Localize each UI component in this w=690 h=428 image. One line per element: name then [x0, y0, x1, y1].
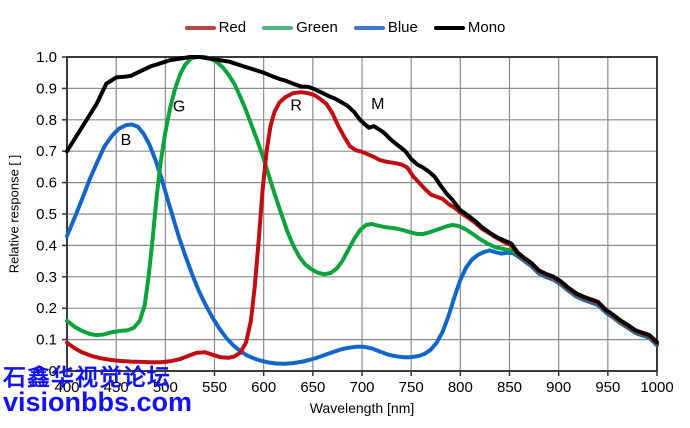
y-tick-label: 0.3 — [36, 269, 57, 286]
green-line-swatch-icon — [262, 25, 294, 30]
x-axis-title: Wavelength [nm] — [309, 400, 415, 416]
legend-item-mono: Mono — [433, 19, 506, 36]
y-tick-label: 0.6 — [36, 175, 57, 192]
curve-letter-m: M — [371, 96, 384, 113]
watermark: 石鑫华视觉论坛 visionbbs.com — [3, 364, 193, 418]
y-tick-label: 0.5 — [36, 206, 57, 223]
y-tick-label: 0.2 — [36, 300, 57, 317]
legend-item-red: Red — [184, 19, 247, 36]
legend-label-green: Green — [296, 19, 338, 36]
x-tick-label: 550 — [202, 379, 227, 396]
y-tick-label: 0.9 — [36, 80, 57, 97]
x-tick-label: 650 — [300, 379, 325, 396]
curve-letter-r: R — [290, 98, 302, 115]
y-axis-title: Relative response [ ] — [6, 154, 22, 274]
x-tick-label: 450 — [104, 379, 129, 396]
watermark-text-cn: 石鑫华视觉论坛 — [3, 364, 171, 390]
y-tick-label: 1.0 — [36, 49, 57, 66]
x-tick-label: 750 — [399, 379, 424, 396]
plot-border — [66, 56, 658, 372]
curve-letter-g: G — [173, 99, 185, 116]
x-tick-label: 850 — [497, 379, 522, 396]
y-tick-label: 0.4 — [36, 237, 57, 254]
blue-line-swatch-icon — [353, 25, 385, 30]
y-tick-label: 0.7 — [36, 143, 57, 160]
watermark-url: visionbbs.com — [3, 387, 193, 418]
x-tick-label: 800 — [448, 379, 473, 396]
legend-label-mono: Mono — [467, 19, 506, 36]
curve-mono — [65, 55, 659, 345]
legend: Red Green Blue Mono — [0, 19, 690, 36]
x-tick-label: 400 — [54, 379, 79, 396]
legend-item-green: Green — [262, 19, 338, 36]
x-tick-label: 700 — [349, 379, 374, 396]
red-line-swatch-icon — [184, 25, 216, 30]
curve-letter-b: B — [121, 132, 132, 149]
legend-item-blue: Blue — [353, 19, 418, 36]
y-tick-label: 0.8 — [36, 112, 57, 129]
x-tick-label: 500 — [153, 379, 178, 396]
x-tick-label: 900 — [546, 379, 571, 396]
y-tick-label: 0.0 — [36, 363, 57, 380]
legend-label-red: Red — [218, 19, 247, 36]
x-tick-label: 600 — [251, 379, 276, 396]
legend-label-blue: Blue — [387, 19, 418, 36]
y-tick-label: 0.1 — [36, 332, 57, 349]
x-tick-label: 1000 — [640, 379, 673, 396]
mono-line-swatch-icon — [433, 25, 465, 30]
x-tick-label: 950 — [595, 379, 620, 396]
